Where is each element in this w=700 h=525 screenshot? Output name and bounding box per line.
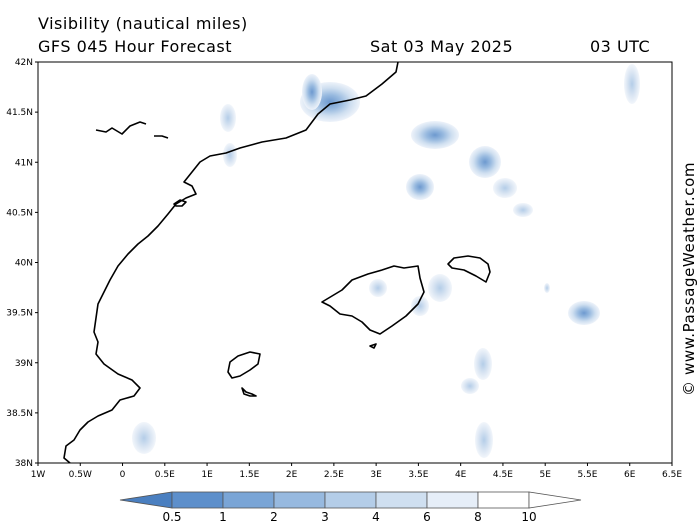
fog-patch	[474, 348, 492, 380]
pyrenees-border	[95, 121, 169, 139]
legend-label: 6	[423, 510, 431, 524]
lat-tick-label: 41N	[15, 158, 33, 168]
lat-tick-label: 38.5N	[6, 409, 33, 419]
legend-swatch	[273, 491, 326, 509]
fog-patch	[493, 178, 517, 198]
map-title: Visibility (nautical miles)	[38, 14, 248, 33]
lon-tick-label: 6.5E	[662, 470, 682, 480]
fog-patch	[223, 143, 237, 167]
fog-patch	[132, 422, 156, 454]
coastlines	[63, 62, 491, 463]
legend-label: 2	[270, 510, 278, 524]
formentera-outline	[241, 387, 257, 397]
fog-patch	[544, 283, 550, 293]
lon-tick-label: 5E	[539, 470, 551, 480]
lon-tick-label: 2.5E	[324, 470, 344, 480]
legend-arrow-low	[119, 491, 173, 509]
lon-tick-label: 4E	[455, 470, 467, 480]
lon-tick-label: 3E	[370, 470, 382, 480]
lon-tick-label: 1.5E	[239, 470, 259, 480]
lat-tick-label: 42N	[15, 58, 33, 68]
fog-patch	[624, 64, 640, 104]
fog-patch	[475, 422, 493, 458]
legend-arrow-high	[528, 491, 582, 509]
ibiza-outline	[227, 351, 261, 379]
lat-tick-label: 41.5N	[6, 108, 33, 118]
legend-label: 1	[219, 510, 227, 524]
fog-patch	[220, 104, 236, 132]
fog-patch	[568, 301, 600, 325]
map-frame	[37, 61, 673, 464]
fog-patch	[428, 274, 452, 302]
legend-label: 8	[474, 510, 482, 524]
lat-tick-label: 38N	[15, 459, 33, 469]
fog-patch	[461, 378, 479, 394]
lat-tick-label: 40N	[15, 259, 33, 269]
ebro-delta-outline	[173, 199, 187, 207]
lon-tick-label: 6E	[624, 470, 636, 480]
lat-tick-label: 40.5N	[6, 208, 33, 218]
lon-tick-label: 5.5E	[577, 470, 597, 480]
visibility-field	[132, 64, 640, 458]
lon-tick-label: 4.5E	[493, 470, 513, 480]
legend-label: 3	[321, 510, 329, 524]
lon-tick-label: 1W	[31, 470, 46, 480]
lon-tick-label: 0	[120, 470, 126, 480]
cabrera-outline	[369, 343, 377, 349]
lon-tick-label: 2E	[286, 470, 298, 480]
mallorca-outline	[321, 265, 425, 335]
legend-swatch	[426, 491, 479, 509]
legend-swatch	[375, 491, 428, 509]
lat-tick-label: 39N	[15, 359, 33, 369]
visibility-legend: 0.5 1 2 3 4 6 8 10	[119, 491, 582, 524]
lon-tick-label: 0.5E	[155, 470, 175, 480]
credit-text: © www.PassageWeather.com	[680, 161, 698, 396]
latitude-axis: 42N 41.5N 41N 40.5N 40N 39.5N 39N 38.5N 38N	[6, 58, 38, 469]
fog-patch	[513, 203, 533, 217]
fog-patch	[411, 296, 429, 316]
legend-label: 10	[521, 510, 536, 524]
legend-swatch	[222, 491, 275, 509]
fog-patch	[369, 279, 387, 297]
forecast-label: GFS 045 Hour Forecast	[38, 37, 233, 56]
menorca-outline	[447, 255, 491, 283]
legend-label: 0.5	[162, 510, 181, 524]
fog-patch	[469, 146, 501, 178]
lon-tick-label: 3.5E	[408, 470, 428, 480]
fog-patch	[411, 121, 459, 149]
lon-tick-label: 0.5W	[69, 470, 92, 480]
forecast-time: 03 UTC	[590, 37, 651, 56]
legend-swatch	[324, 491, 377, 509]
longitude-axis: 1W 0.5W 0 0.5E 1E 1.5E 2E 2.5E 3E 3.5E 4E 4.5E 5E 5.5…	[31, 463, 682, 480]
legend-swatch	[477, 491, 530, 509]
legend-swatch	[171, 491, 224, 509]
forecast-date: Sat 03 May 2025	[370, 37, 514, 56]
fog-patch	[406, 174, 434, 200]
fog-patch	[302, 74, 322, 110]
legend-label: 4	[372, 510, 380, 524]
lon-tick-label: 1E	[201, 470, 213, 480]
spain-coastline	[63, 62, 399, 463]
lat-tick-label: 39.5N	[6, 309, 33, 319]
